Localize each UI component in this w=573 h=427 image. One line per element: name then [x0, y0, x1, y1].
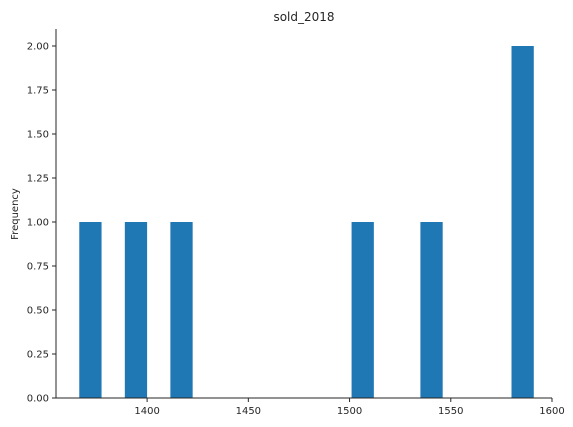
- x-tick-label: 1550: [438, 406, 463, 417]
- x-tick-label: 1400: [134, 406, 159, 417]
- x-ticks-group: 1400 1450 1500 1550 1600: [134, 398, 565, 417]
- histogram-bar-1: [79, 222, 102, 398]
- x-tick-label: 1600: [539, 406, 564, 417]
- histogram-bar-4: [351, 222, 374, 398]
- y-tick-label: 0.50: [27, 306, 49, 317]
- chart-title: sold_2018: [273, 10, 334, 24]
- y-tick-label: 1.00: [27, 218, 49, 229]
- y-tick-label: 1.75: [27, 86, 49, 97]
- y-ticks-group: 0.00 0.25 0.50 0.75 1.00 1.25 1.50 1.75 2.00: [27, 42, 56, 405]
- y-tick-label: 0.00: [27, 394, 49, 405]
- y-axis-label: Frequency: [10, 188, 21, 240]
- histogram-bar-6: [511, 46, 534, 398]
- x-tick-label: 1500: [337, 406, 362, 417]
- y-tick-label: 1.50: [27, 130, 49, 141]
- y-tick-label: 0.25: [27, 350, 49, 361]
- histogram-bar-5: [420, 222, 443, 398]
- y-tick-label: 1.25: [27, 174, 49, 185]
- bars-group: [79, 46, 534, 398]
- x-tick-label: 1450: [236, 406, 261, 417]
- histogram-bar-2: [124, 222, 148, 398]
- y-tick-label: 2.00: [27, 42, 49, 53]
- histogram-bar-3: [170, 222, 193, 398]
- y-tick-label: 0.75: [27, 262, 49, 273]
